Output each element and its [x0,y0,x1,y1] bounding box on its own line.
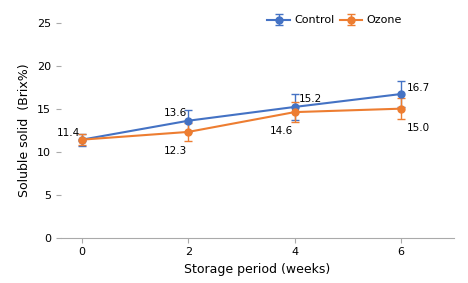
Text: 11.4: 11.4 [57,128,80,138]
Text: 15.0: 15.0 [406,123,430,132]
Text: 15.2: 15.2 [299,94,322,104]
X-axis label: Storage period (weeks): Storage period (weeks) [184,263,330,276]
Legend: Control, Ozone: Control, Ozone [263,11,406,30]
Y-axis label: Soluble solid  (Brix%): Soluble solid (Brix%) [18,63,31,197]
Text: 16.7: 16.7 [406,83,430,93]
Text: 13.6: 13.6 [163,108,187,118]
Text: 14.6: 14.6 [270,126,293,136]
Text: 12.3: 12.3 [163,146,187,156]
